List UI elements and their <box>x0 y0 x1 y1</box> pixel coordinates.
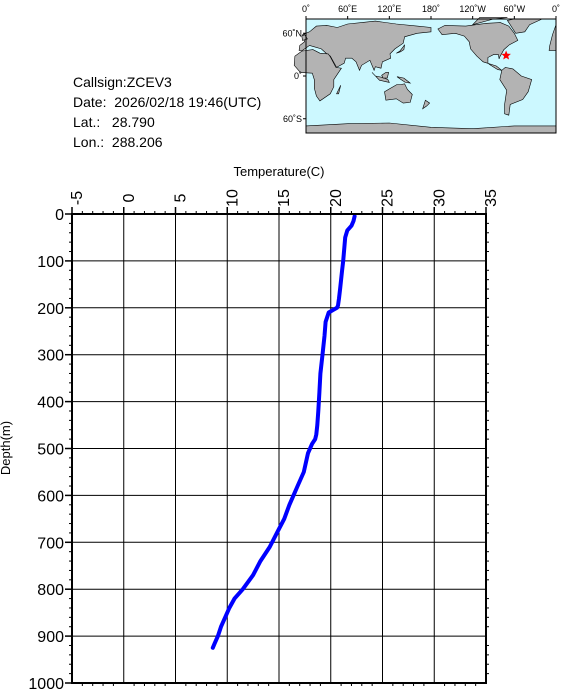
x-tick-label: 0 <box>121 193 138 202</box>
x-tick-label: 15 <box>276 189 293 207</box>
land-new-guinea <box>396 76 412 84</box>
map-lon-label: 0˚ <box>302 4 310 14</box>
x-tick-labels: -5 0 5 10 15 20 25 30 35 <box>69 189 500 207</box>
land-borneo <box>381 72 389 79</box>
x-tick-label: 25 <box>380 189 397 207</box>
callsign-line: Callsign:ZCEV3 <box>73 72 261 92</box>
lon-value: 288.206 <box>111 134 163 150</box>
station-info: Callsign:ZCEV3 Date: 2026/02/18 19:46(UT… <box>73 72 261 152</box>
date-value: 2026/02/18 19:46(UTC) <box>114 94 262 110</box>
x-tick-label: -5 <box>69 191 86 205</box>
map-lon-label: 120˚E <box>377 4 401 14</box>
date-label: Date: <box>73 94 107 110</box>
y-tick-label: 900 <box>37 629 64 646</box>
x-tick-label: 5 <box>173 193 190 202</box>
date-line: Date: 2026/02/18 19:46(UTC) <box>73 92 261 112</box>
x-tick-label: 30 <box>431 189 448 207</box>
map-lat-label: 60˚S <box>283 114 302 124</box>
y-tick-label: 200 <box>37 301 64 318</box>
y-tick-label: 1000 <box>28 676 64 690</box>
x-tick-label: 35 <box>483 189 500 207</box>
land-new-zealand <box>422 99 431 110</box>
y-tick-label: 0 <box>55 207 64 224</box>
y-axis-title: Depth(m) <box>0 421 13 475</box>
lat-line: Lat.: 28.790 <box>73 112 261 132</box>
station-marker <box>501 50 511 60</box>
y-tick-labels: 0 100 200 300 400 500 600 700 800 900 1000 <box>28 207 64 690</box>
map-lon-label: 180˚ <box>422 4 440 14</box>
y-tick-label: 500 <box>37 442 64 459</box>
temperature-profile-line <box>210 214 357 650</box>
y-tick-label: 800 <box>37 582 64 599</box>
land-north-america <box>437 22 519 71</box>
plot-frame <box>71 213 487 684</box>
x-tick-label: 10 <box>224 189 241 207</box>
land-madagascar <box>336 85 341 95</box>
land-indonesia <box>371 72 390 83</box>
map-lon-label: 60˚E <box>338 4 357 14</box>
land-australia <box>384 83 413 104</box>
map-lon-label: 60˚W <box>504 4 526 14</box>
y-tick-label: 700 <box>37 535 64 552</box>
map-lon-label: 120˚W <box>459 4 486 14</box>
lon-line: Lon.: 288.206 <box>73 132 261 152</box>
station-star-icon <box>501 50 511 60</box>
y-tick-label: 300 <box>37 348 64 365</box>
lon-label: Lon.: <box>73 134 105 150</box>
map-land <box>293 17 557 134</box>
map-labels: 0˚ 60˚E 120˚E 180˚ 120˚W 60˚W 0˚ 60˚N 0˚ 60˚S <box>282 4 560 124</box>
callsign-value: ZCEV3 <box>126 74 172 90</box>
callsign-label: Callsign: <box>73 74 127 90</box>
land-japan <box>396 44 405 54</box>
y-tick-label: 100 <box>37 254 64 271</box>
x-axis-title: Temperature(C) <box>233 164 324 179</box>
y-tick-label: 400 <box>37 395 64 412</box>
land-eurasia <box>298 20 432 72</box>
lat-label: Lat.: <box>73 114 101 130</box>
x-tick-label: 20 <box>328 189 345 207</box>
map-lat-label: 0˚ <box>294 71 302 81</box>
map-lat-label: 60˚N <box>282 28 302 38</box>
map-lon-label: 0˚ <box>552 4 560 14</box>
lat-value: 28.790 <box>111 114 155 130</box>
y-tick-label: 600 <box>37 488 64 505</box>
land-south-america <box>499 67 533 116</box>
